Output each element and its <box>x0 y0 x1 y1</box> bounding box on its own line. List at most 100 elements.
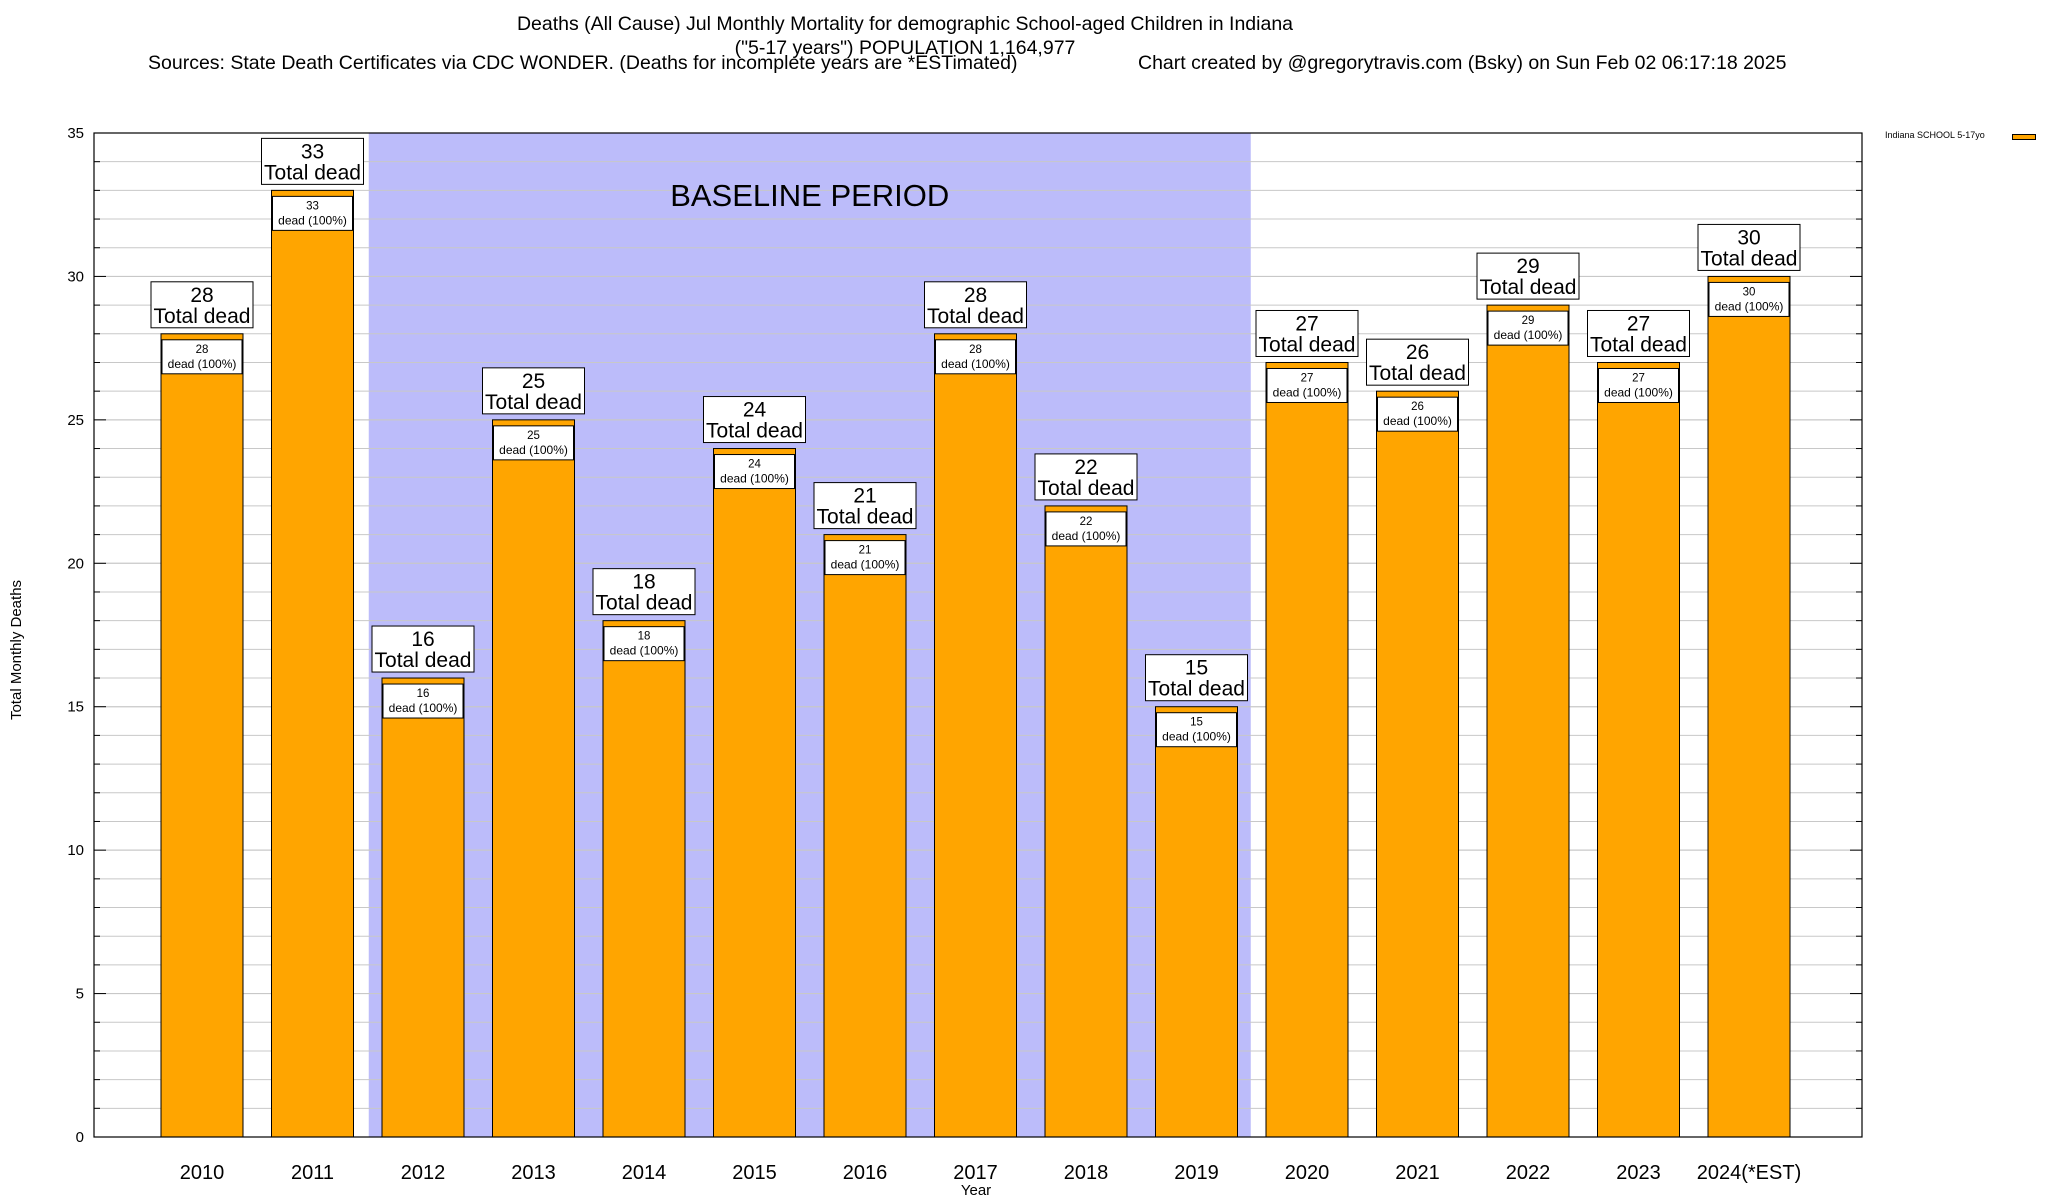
chart-title-line1: Deaths (All Cause) Jul Monthly Mortality… <box>516 13 1294 35</box>
y-tick-label: 15 <box>67 699 84 716</box>
bar-inner-label-box <box>714 454 795 490</box>
bar-total-label-box <box>1476 252 1580 300</box>
x-tick-label: 2010 <box>180 1162 225 1184</box>
bar-total-value: 30 <box>1737 226 1760 249</box>
x-tick-label: 2020 <box>1285 1162 1330 1184</box>
bar-inner-value: 33 <box>306 200 319 212</box>
bar-total-value: 24 <box>743 399 767 422</box>
bar-inner-value: 25 <box>527 430 540 442</box>
bar-total-label: Total dead <box>927 305 1024 328</box>
x-tick-label: 2012 <box>401 1162 446 1184</box>
bar <box>713 448 796 1138</box>
x-tick-label: 2019 <box>1174 1162 1219 1184</box>
chart-credit: Chart created by @gregorytravis.com (Bsk… <box>1138 52 1787 74</box>
bar-total-label: Total dead <box>1369 362 1466 385</box>
bar <box>1155 706 1238 1138</box>
bar-total-value: 16 <box>411 628 434 651</box>
bar-inner-label: dead (100%) <box>1383 414 1452 428</box>
bar <box>1265 361 1349 1138</box>
bar-inner-value: 27 <box>1632 372 1645 384</box>
bar-inner-label-box <box>1377 396 1458 432</box>
bar-total-label-box <box>592 568 696 616</box>
bar-inner-label: dead (100%) <box>1052 529 1121 543</box>
bar-total-label-box <box>482 367 585 415</box>
bar-inner-label-box <box>603 626 685 662</box>
y-tick-label: 20 <box>67 555 84 572</box>
bar-total-label-box <box>1145 654 1248 702</box>
bar-total-value: 33 <box>301 140 324 163</box>
bar-inner-label: dead (100%) <box>1273 385 1342 399</box>
bar-total-label-box <box>150 281 254 329</box>
x-tick-label: 2022 <box>1506 1162 1551 1184</box>
bar <box>1597 361 1680 1138</box>
bar-total-value: 29 <box>1516 255 1539 278</box>
bar-inner-value: 15 <box>1190 717 1203 729</box>
x-tick-label: 2011 <box>291 1162 334 1184</box>
bar-total-value: 28 <box>190 284 213 307</box>
bar-inner-value: 26 <box>1411 401 1424 413</box>
bar-total-label: Total dead <box>264 161 361 184</box>
x-axis-label: Year <box>961 1182 991 1199</box>
bar <box>1376 390 1459 1138</box>
bar-inner-label: dead (100%) <box>831 558 900 572</box>
y-tick-label: 25 <box>67 412 84 429</box>
bar-total-label: Total dead <box>596 592 693 615</box>
bar-total-label: Total dead <box>375 649 472 672</box>
bar-total-value: 22 <box>1074 456 1097 479</box>
bar-inner-label-box <box>935 339 1016 375</box>
bar-total-value: 21 <box>853 485 876 508</box>
bar <box>492 419 575 1138</box>
bar-total-label: Total dead <box>706 420 803 443</box>
bar-total-value: 25 <box>522 370 545 393</box>
bar-total-value: 26 <box>1406 341 1429 364</box>
bar-inner-value: 28 <box>196 344 209 356</box>
bar-total-label-box <box>1587 309 1690 357</box>
bar-total-label: Total dead <box>1148 678 1245 701</box>
bar-inner-label-box <box>1598 367 1679 403</box>
plot-frame <box>93 132 1863 1138</box>
x-tick-label: 2014 <box>622 1162 667 1184</box>
bar-total-label-box <box>1697 223 1801 271</box>
bar-inner-value: 27 <box>1301 372 1314 384</box>
bar-total-label: Total dead <box>485 391 582 414</box>
bar-inner-value: 30 <box>1743 286 1756 298</box>
bar <box>602 620 686 1138</box>
x-tick-label: 2017 <box>953 1162 998 1184</box>
bar-total-label: Total dead <box>817 506 914 529</box>
bar-total-label: Total dead <box>1038 477 1135 500</box>
bar <box>271 189 354 1138</box>
bar-total-label-box <box>924 281 1027 329</box>
chart-title-line2: ("5-17 years") POPULATION 1,164,977 <box>734 37 1076 59</box>
bar-total-value: 18 <box>632 571 655 594</box>
bar-total-value: 27 <box>1627 312 1650 335</box>
bar <box>1707 275 1791 1138</box>
bar-inner-label-box <box>161 339 243 375</box>
bar-inner-label: dead (100%) <box>1494 328 1563 342</box>
bar-inner-value: 28 <box>969 344 982 356</box>
bar <box>1044 505 1128 1138</box>
y-tick-label: 35 <box>67 125 84 142</box>
bar-inner-value: 29 <box>1522 315 1535 327</box>
bar-inner-label: dead (100%) <box>1715 299 1784 313</box>
bar-inner-label-box <box>1708 281 1790 317</box>
bar-inner-label: dead (100%) <box>1162 730 1231 744</box>
x-tick-label: 2024(*EST) <box>1697 1162 1802 1184</box>
bar-inner-label: dead (100%) <box>168 357 237 371</box>
bar-total-label: Total dead <box>1259 333 1356 356</box>
legend-swatch <box>2012 134 2036 140</box>
bar-total-label: Total dead <box>154 305 251 328</box>
y-axis-label: Total Monthly Deaths <box>8 580 25 720</box>
bar-inner-label: dead (100%) <box>389 701 458 715</box>
bar-total-value: 27 <box>1295 312 1318 335</box>
bar-inner-value: 24 <box>748 459 761 471</box>
bar-inner-label: dead (100%) <box>278 213 347 227</box>
bar-total-label-box <box>1366 338 1469 386</box>
y-tick-label: 5 <box>76 986 84 1003</box>
bar-total-label: Total dead <box>1590 333 1687 356</box>
chart-sources: Sources: State Death Certificates via CD… <box>148 52 1018 74</box>
bar-inner-label: dead (100%) <box>720 472 789 486</box>
bar-total-label-box <box>371 625 475 673</box>
chart-title: Deaths (All Cause) Jul Monthly Mortality… <box>0 12 1810 60</box>
bar-inner-label: dead (100%) <box>941 357 1010 371</box>
